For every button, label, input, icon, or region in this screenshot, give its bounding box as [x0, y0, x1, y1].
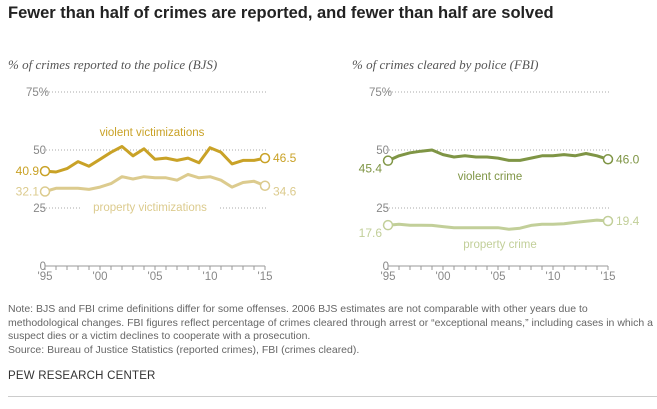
y-tick-label: 50 — [33, 145, 46, 157]
series-line-violent-crime — [387, 148, 609, 163]
endpoint-marker — [39, 165, 51, 177]
start-value-label: 45.4 — [359, 162, 383, 176]
end-value-label: 19.4 — [616, 214, 640, 228]
x-tick-label: '95 — [381, 271, 396, 283]
endpoint-marker — [602, 215, 614, 227]
charts-svg: 0 25 50 75% '95 '00 '05 '10 '15 40.9 46.5 violent v… — [16, 87, 640, 283]
endpoint-marker — [259, 180, 271, 191]
endpoint-marker — [39, 186, 51, 197]
end-value-label: 46.0 — [616, 152, 640, 166]
x-tick-label: '15 — [258, 271, 273, 283]
y-tick-label: 75% — [26, 87, 49, 99]
source-text: Source: Bureau of Justice Statistics (re… — [8, 343, 360, 356]
right-subtitle: % of crimes cleared by police (FBI) — [352, 57, 539, 72]
y-tick-label: 50 — [376, 145, 389, 157]
x-tick-label: '05 — [491, 271, 506, 283]
left-subtitle: % of crimes reported to the police (BJS) — [8, 57, 218, 72]
endpoint-marker — [602, 154, 614, 165]
end-value-label: 46.5 — [273, 151, 297, 165]
series-line-property-crime — [387, 218, 609, 231]
start-value-label: 17.6 — [359, 226, 383, 240]
footnote: Note: BJS and FBI crime definitions diff… — [8, 303, 653, 357]
x-tick-label: '10 — [203, 271, 218, 283]
x-tick-label: '00 — [93, 271, 108, 283]
series-name-label: violent victimizations — [100, 127, 205, 139]
y-tick-label: 75% — [369, 87, 392, 99]
endpoint-marker — [259, 152, 271, 164]
x-tick-label: '05 — [148, 271, 163, 283]
series-name-label: property crime — [463, 239, 537, 251]
chart-title: Fewer than half of crimes are reported, … — [8, 4, 554, 22]
endpoint-marker — [382, 219, 394, 231]
series-line-property-victimizations — [44, 172, 266, 193]
end-value-label: 34.6 — [273, 185, 297, 199]
series-name-label: violent crime — [458, 171, 523, 183]
y-tick-label: 25 — [376, 203, 389, 215]
start-value-label: 32.1 — [16, 185, 40, 199]
label-background — [82, 200, 218, 214]
x-tick-label: '95 — [38, 271, 53, 283]
series-line-violent-victimizations — [44, 145, 266, 174]
x-tick-label: '10 — [546, 271, 561, 283]
brand-label: PEW RESEARCH CENTER — [8, 370, 156, 382]
endpoint-marker — [382, 155, 394, 166]
x-tick-label: '15 — [601, 271, 616, 283]
bottom-rule — [8, 396, 657, 397]
x-tick-label: '00 — [436, 271, 451, 283]
note-text: Note: BJS and FBI crime definitions diff… — [8, 303, 653, 342]
start-value-label: 40.9 — [16, 164, 40, 178]
y-tick-label: 0 — [383, 261, 389, 273]
y-tick-label: 25 — [33, 203, 46, 215]
series-name-label: property victimizations — [93, 202, 207, 214]
y-tick-label: 0 — [40, 261, 46, 273]
